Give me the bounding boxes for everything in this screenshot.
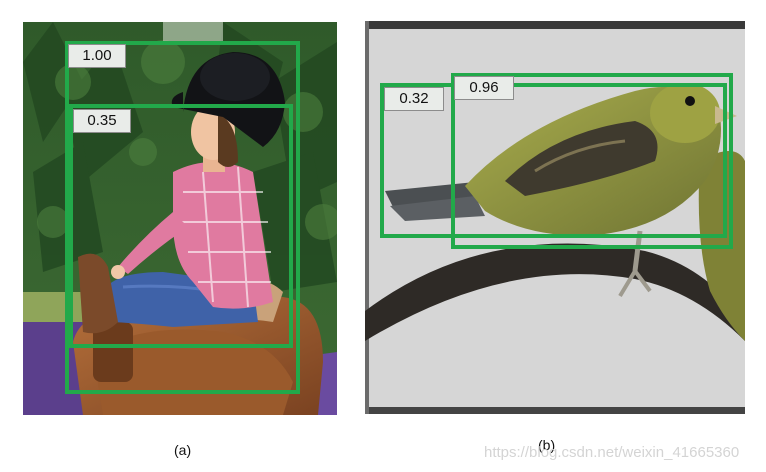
girl-riding-horse-photo xyxy=(23,22,337,415)
photo-panel-a: 1.00 0.35 xyxy=(23,22,337,415)
score-label-3: 0.32 xyxy=(384,87,444,111)
photo-panel-b: 0.32 0.96 xyxy=(365,21,745,414)
detection-box-4 xyxy=(451,73,733,249)
detection-box-2 xyxy=(69,104,293,348)
caption-a: (a) xyxy=(174,442,192,458)
caption-b: (b) xyxy=(538,437,556,453)
score-label-2: 0.35 xyxy=(73,109,131,133)
watermark-text: https://blog.csdn.net/weixin_41665360 xyxy=(484,444,740,461)
score-label-1: 1.00 xyxy=(68,44,126,68)
detection-box-1 xyxy=(65,41,300,394)
score-label-4: 0.96 xyxy=(454,76,514,100)
detection-box-3 xyxy=(380,83,727,238)
